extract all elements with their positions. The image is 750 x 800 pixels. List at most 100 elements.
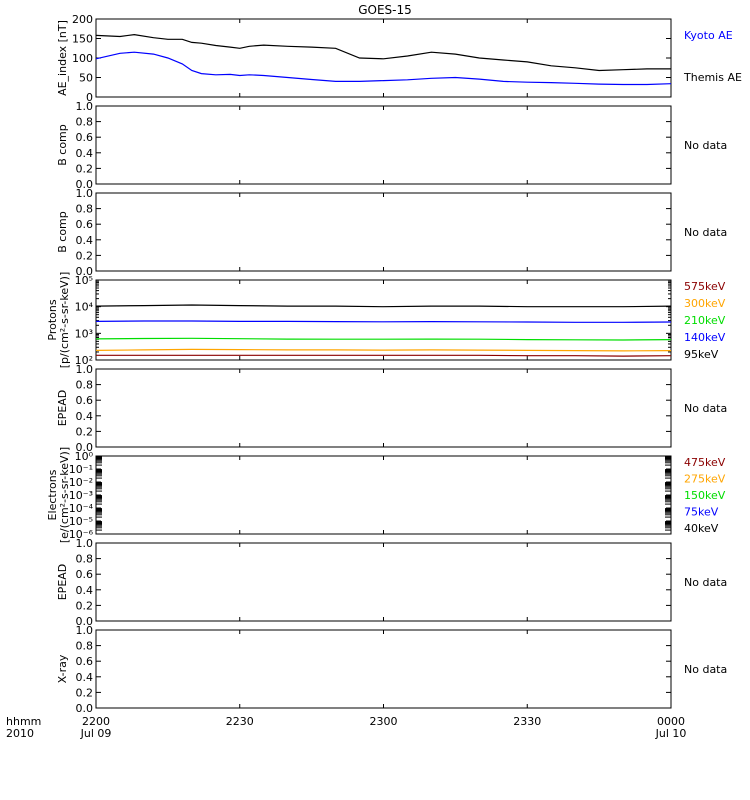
y-tick-label: 0.2 — [76, 162, 94, 175]
y-tick-label: 0.8 — [76, 640, 94, 653]
series-line-300kev — [95, 348, 672, 352]
y-tick-label: 10⁻³ — [69, 489, 93, 502]
y-tick-label: 0.6 — [76, 218, 94, 231]
y-tick-label: 50 — [79, 72, 93, 85]
series-label: 210keV — [684, 314, 726, 327]
y-tick-label: 0.2 — [76, 686, 94, 699]
y-tick-label: 0.2 — [76, 599, 94, 612]
y-axis-label: Protons — [46, 299, 59, 340]
y-axis-label: AE_index [nT] — [56, 20, 69, 96]
time-axis-format-label: 2010 — [6, 727, 34, 740]
y-tick-label: 10⁵ — [75, 274, 93, 287]
series-line-575kev — [96, 354, 672, 357]
y-tick-label: 0.0 — [76, 702, 94, 715]
y-tick-label: 0.0 — [76, 265, 94, 278]
y-axis-label: B comp — [56, 211, 69, 253]
time-axis-format-label: hhmm — [6, 715, 41, 728]
panel-8: 0.0 0.2 0.4 0.6 0.8 1.0 X-ray No data — [56, 624, 727, 715]
series-label: 575keV — [684, 280, 726, 293]
x-tick-label: 2300 — [370, 715, 398, 728]
panel-frame — [95, 105, 672, 185]
y-tick-label: 0.8 — [76, 553, 94, 566]
y-tick-label: 0.0 — [76, 441, 94, 454]
panel-frame — [95, 629, 672, 709]
y-tick-label: 1.0 — [76, 624, 94, 637]
y-tick-label: 10⁻⁴ — [69, 502, 94, 515]
x-tick-label: 2200 — [82, 715, 110, 728]
x-tick-label: 2230 — [226, 715, 254, 728]
series-line-140kev — [95, 320, 672, 323]
y-tick-label: 0 — [86, 91, 93, 104]
y-tick-label: 10³ — [75, 327, 93, 340]
series-label: Kyoto AE — [684, 29, 733, 42]
series-label: 300keV — [684, 297, 726, 310]
y-tick-label: 0.4 — [76, 147, 94, 160]
y-tick-label: 10⁻¹ — [69, 463, 93, 476]
y-tick-label: 0.6 — [76, 655, 94, 668]
no-data-label: No data — [684, 402, 727, 415]
no-data-label: No data — [684, 226, 727, 239]
series-line-210kev — [95, 337, 672, 341]
panel-frame — [95, 455, 672, 535]
y-tick-label: 10⁻² — [69, 476, 93, 489]
x-tick-date: Jul 10 — [655, 727, 687, 740]
panel-3: 0.0 0.2 0.4 0.6 0.8 1.0 B comp No data — [56, 187, 727, 278]
panel-frame — [95, 368, 672, 448]
y-axis-label: B comp — [56, 124, 69, 166]
y-tick-label: 0.6 — [76, 131, 94, 144]
series-label: 95keV — [684, 348, 719, 361]
panel-7: 0.0 0.2 0.4 0.6 0.8 1.0 EPEAD No data — [56, 537, 727, 628]
y-tick-label: 0.6 — [76, 568, 94, 581]
no-data-label: No data — [684, 576, 727, 589]
y-tick-label: 0.4 — [76, 584, 94, 597]
no-data-label: No data — [684, 139, 727, 152]
plot-title: GOES-15 — [358, 3, 412, 17]
y-tick-label: 0.2 — [76, 249, 94, 262]
y-tick-label: 100 — [72, 52, 93, 65]
panel-2: 0.0 0.2 0.4 0.6 0.8 1.0 B comp No data — [56, 100, 727, 191]
y-axis-label: X-ray — [56, 654, 69, 683]
panel-frame — [95, 542, 672, 622]
y-tick-label: 10⁰ — [75, 450, 94, 463]
panel-frame — [95, 279, 672, 361]
panel-frame — [95, 192, 672, 272]
y-axis-label: EPEAD — [56, 564, 69, 601]
series-label: 140keV — [684, 331, 726, 344]
y-tick-label: 0.8 — [76, 379, 94, 392]
y-tick-label: 10⁻⁵ — [69, 515, 93, 528]
series-label: 275keV — [684, 473, 726, 486]
x-tick-label: 0000 — [657, 715, 685, 728]
panel-5: 0.0 0.2 0.4 0.6 0.8 1.0 EPEAD No data — [56, 363, 727, 454]
y-tick-label: 0.2 — [76, 425, 94, 438]
panel-4: 10² 10³ 10⁴ 10⁵ Protons [p/(cm²-s-sr-keV)] 575… — [46, 272, 726, 369]
no-data-label: No data — [684, 663, 727, 676]
y-tick-label: 1.0 — [76, 187, 94, 200]
y-tick-label: 150 — [72, 33, 93, 46]
series-line-95kev — [95, 304, 672, 308]
y-tick-label: 0.4 — [76, 234, 94, 247]
y-tick-label: 0.8 — [76, 116, 94, 129]
y-axis-label: Electrons — [46, 469, 59, 520]
panel-frame — [95, 18, 672, 98]
series-line-kyoto-ae — [95, 51, 672, 86]
x-tick-date: Jul 09 — [80, 727, 112, 740]
y-tick-label: 10⁴ — [75, 301, 94, 314]
series-label: 75keV — [684, 506, 719, 519]
series-label: 475keV — [684, 456, 726, 469]
series-label: Themis AE — [683, 71, 742, 84]
y-tick-label: 0.4 — [76, 410, 94, 423]
y-axis-units: [e/(cm²-s-sr-keV)] — [58, 447, 71, 543]
y-tick-label: 0.6 — [76, 394, 94, 407]
y-tick-label: 0.4 — [76, 671, 94, 684]
y-tick-label: 10² — [75, 354, 93, 367]
series-line-themis-ae — [95, 33, 671, 72]
y-tick-label: 1.0 — [76, 537, 94, 550]
y-tick-label: 1.0 — [76, 100, 94, 113]
series-label: 40keV — [684, 522, 719, 535]
x-tick-label: 2330 — [513, 715, 541, 728]
